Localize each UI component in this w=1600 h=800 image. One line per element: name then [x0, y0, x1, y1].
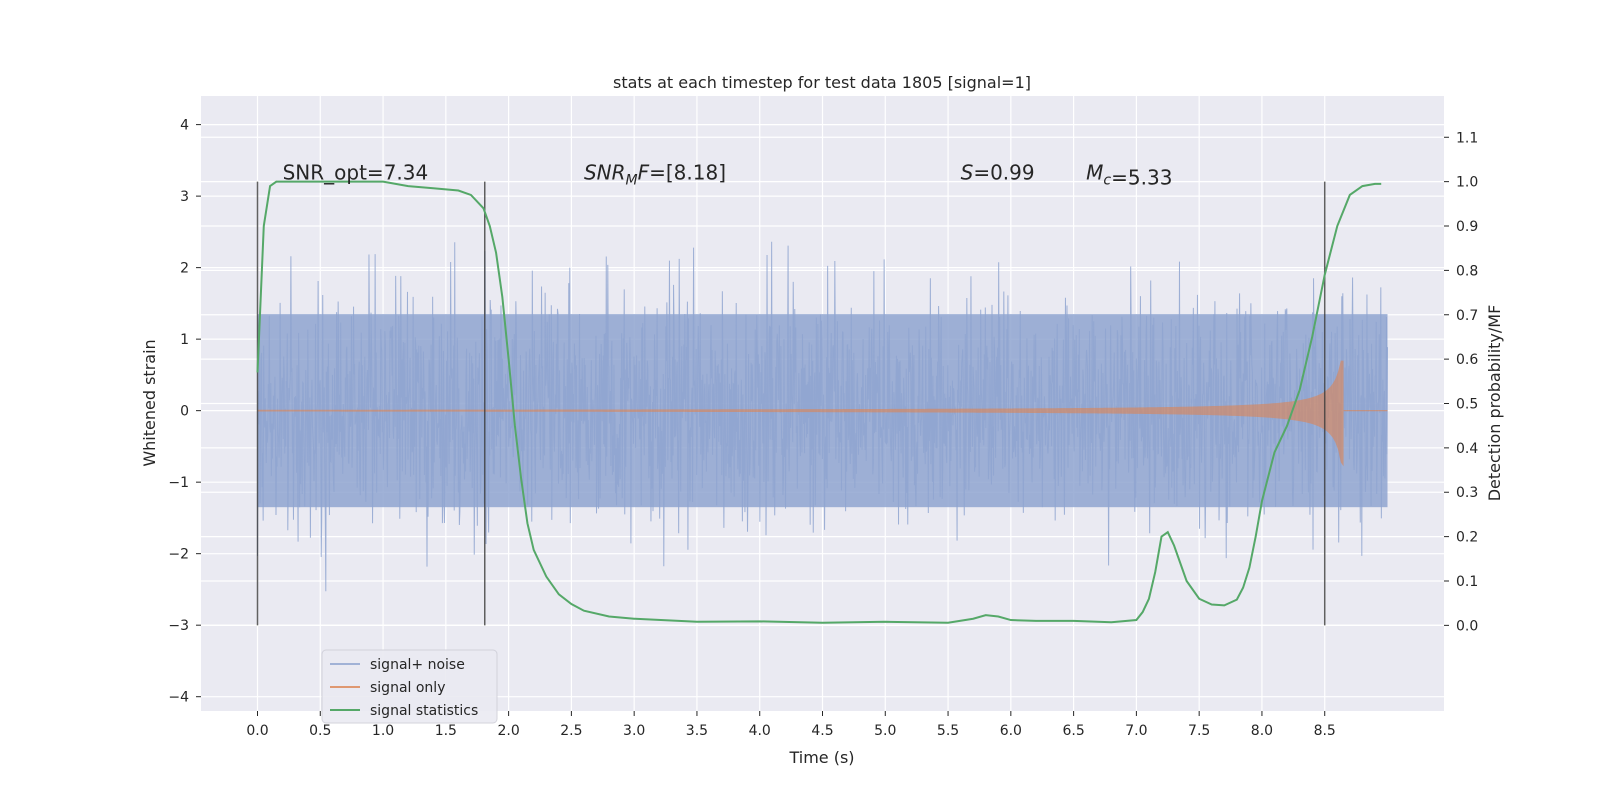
y-tick-label: −4 [168, 690, 189, 706]
y2-axis-label: Detection probability/MF [1485, 305, 1504, 502]
x-tick-label: 8.5 [1314, 723, 1336, 739]
y2-tick-label: 0.2 [1456, 530, 1478, 546]
signal-envelope [257, 360, 1344, 467]
x-tick-label: 3.5 [686, 723, 708, 739]
y2-tick-label: 0.8 [1456, 263, 1478, 279]
x-tick-label: 0.5 [309, 723, 331, 739]
x-tick-label: 6.5 [1062, 723, 1084, 739]
chart-title: stats at each timestep for test data 180… [613, 73, 1031, 92]
y-tick-label: −3 [168, 618, 189, 634]
x-tick-label: 1.5 [435, 723, 457, 739]
y2-tick-label: 0.3 [1456, 485, 1478, 501]
x-tick-label: 8.0 [1251, 723, 1273, 739]
y2-axis-ticks: 0.0 0.1 0.2 0.3 0.4 0.5 0.6 0.7 0.8 0.9 1.0 1.1 [1444, 130, 1478, 634]
y-tick-label: 1 [180, 332, 189, 348]
y-axis-label: Whitened strain [140, 339, 159, 466]
y2-tick-label: 0.9 [1456, 219, 1478, 235]
y-tick-label: 0 [180, 404, 189, 420]
annotations: SNR_opt=7.34 SNRMF=[8.18] S=0.99 Mc=5.33 [283, 161, 1173, 190]
y-tick-label: 2 [180, 261, 189, 277]
y-tick-label: −2 [168, 547, 189, 563]
x-tick-label: 4.5 [811, 723, 833, 739]
y-tick-label: −1 [168, 475, 189, 491]
statistics-line [256, 180, 1382, 624]
y2-tick-label: 0.1 [1456, 574, 1478, 590]
legend-label: signal only [370, 680, 445, 696]
legend-label: signal statistics [370, 703, 478, 719]
annotation-text: SNRMF=[8.18] [584, 161, 726, 189]
annotation-text: Mc=5.33 [1086, 161, 1172, 190]
x-axis-ticks: 0.0 0.5 1.0 1.5 2.0 2.5 3.0 3.5 4.0 4.5 5.0 5.5 6.0 6… [246, 711, 1336, 739]
legend-box [321, 649, 498, 724]
vertical-markers [256, 181, 1326, 626]
y2-tick-label: 0.4 [1456, 441, 1478, 457]
x-tick-label: 5.0 [874, 723, 896, 739]
x-tick-label: 1.0 [372, 723, 394, 739]
series-signal-statistics [256, 180, 1382, 624]
annotation-text: S=0.99 [961, 161, 1035, 185]
x-tick-label: 2.0 [497, 723, 519, 739]
y2-tick-label: 1.0 [1456, 175, 1478, 191]
x-tick-label: 0.0 [246, 723, 268, 739]
y2-tick-label: 1.1 [1456, 130, 1478, 146]
x-tick-label: 2.5 [560, 723, 582, 739]
noise-trace [257, 241, 1388, 592]
annotation-text: SNR_opt=7.34 [283, 161, 429, 185]
legend-label: signal+ noise [370, 657, 465, 673]
series-signal-only [257, 360, 1388, 467]
y-tick-label: 3 [180, 189, 189, 205]
y2-tick-label: 0.0 [1456, 618, 1478, 634]
y2-tick-label: 0.7 [1456, 308, 1478, 324]
y-axis-ticks: −4 −3 −2 −1 0 1 2 3 4 [168, 118, 201, 706]
y2-tick-label: 0.5 [1456, 397, 1478, 413]
x-tick-label: 7.5 [1188, 723, 1210, 739]
legend: signal+ noise signal only signal statistic… [321, 649, 498, 724]
x-tick-label: 6.0 [1000, 723, 1022, 739]
x-tick-label: 4.0 [749, 723, 771, 739]
x-tick-label: 3.0 [623, 723, 645, 739]
x-axis-label: Time (s) [788, 748, 854, 767]
y-tick-label: 4 [180, 118, 189, 134]
y2-tick-label: 0.6 [1456, 352, 1478, 368]
x-tick-label: 7.0 [1125, 723, 1147, 739]
x-tick-label: 5.5 [937, 723, 959, 739]
